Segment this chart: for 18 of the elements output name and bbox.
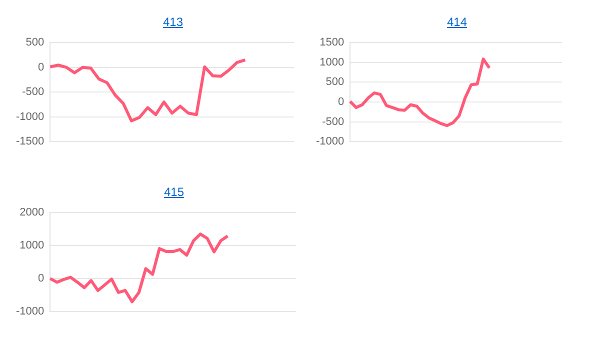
y-tick-label: 1000 bbox=[20, 240, 44, 252]
y-tick-label: 0 bbox=[38, 272, 44, 285]
y-tick-label: 1000 bbox=[320, 56, 344, 68]
y-tick-label: 1500 bbox=[320, 36, 344, 49]
chart-title: 415 bbox=[164, 185, 184, 199]
chart-title: 413 bbox=[162, 15, 184, 29]
y-tick-label: -500 bbox=[322, 116, 344, 128]
chart-title: 414 bbox=[446, 15, 468, 29]
y-tick-label: -1000 bbox=[16, 306, 44, 318]
y-tick-label: 0 bbox=[338, 96, 344, 108]
y-tick-label: 500 bbox=[326, 76, 344, 88]
y-tick-label: -1000 bbox=[316, 136, 344, 148]
y-tick-label: -1000 bbox=[16, 110, 44, 123]
y-tick-label: 0 bbox=[38, 61, 44, 74]
y-tick-label: -1500 bbox=[16, 136, 44, 148]
y-tick-label: 500 bbox=[26, 36, 44, 49]
y-tick-label: 2000 bbox=[20, 206, 44, 219]
y-tick-label: -500 bbox=[22, 86, 44, 98]
